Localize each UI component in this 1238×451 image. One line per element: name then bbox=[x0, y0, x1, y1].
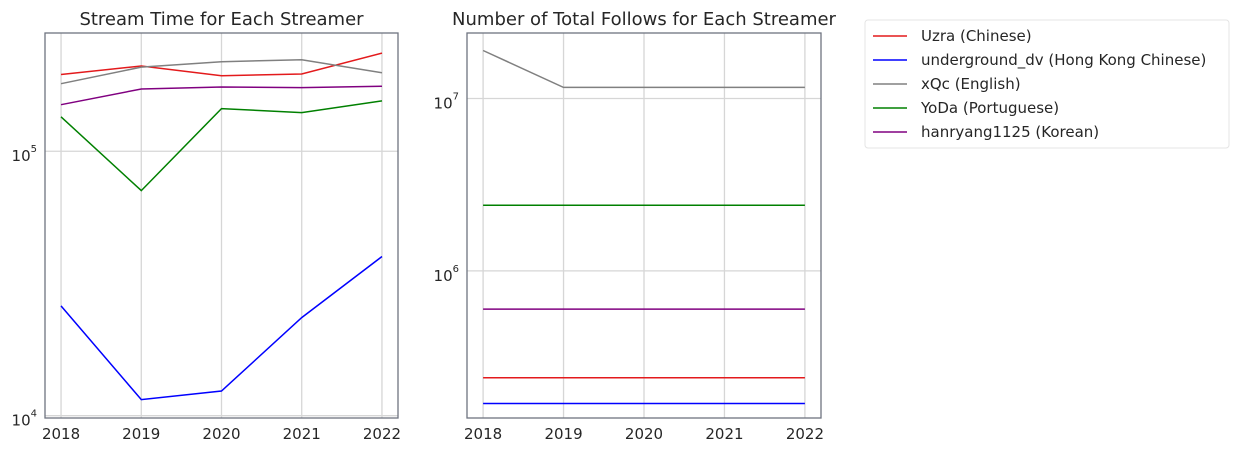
stream-time-line-underground-dv bbox=[60, 255, 383, 401]
follows-x-tick-label: 2018 bbox=[464, 425, 502, 443]
stream-time-x-tick-label: 2020 bbox=[202, 425, 240, 443]
stream-time-axes-frame bbox=[44, 32, 399, 419]
stream-time-y-tick-label: 105 bbox=[12, 144, 37, 165]
follows-x-tick-label: 2020 bbox=[625, 425, 663, 443]
stream-time-chart: Stream Time for Each Streamer 2018 2019 202… bbox=[12, 9, 402, 443]
stream-time-x-tick-label: 2019 bbox=[122, 425, 160, 443]
follows-y-tick-label: 106 bbox=[434, 264, 459, 285]
total-follows-chart: Number of Total Follows for Each Streame… bbox=[434, 9, 837, 443]
legend: Uzra (Chinese) underground_dv (Hong Kong … bbox=[864, 19, 1230, 149]
stream-time-x-tick-label: 2022 bbox=[363, 425, 401, 443]
legend-label-hanryang1125: hanryang1125 (Korean) bbox=[921, 123, 1099, 141]
legend-frame bbox=[864, 19, 1230, 149]
follows-y-tick-label: 107 bbox=[434, 92, 459, 113]
follows-x-tick-label: 2019 bbox=[544, 425, 582, 443]
stream-time-line-yoda bbox=[60, 100, 383, 192]
stream-time-x-tick-label: 2018 bbox=[42, 425, 80, 443]
stream-time-x-tick-label: 2021 bbox=[283, 425, 321, 443]
follows-x-tick-label: 2021 bbox=[705, 425, 743, 443]
legend-label-yoda: YoDa (Portuguese) bbox=[920, 99, 1059, 117]
stream-time-line-uzra bbox=[60, 52, 383, 77]
follows-x-tick-label: 2022 bbox=[786, 425, 824, 443]
stream-time-y-tick-label: 104 bbox=[12, 409, 37, 430]
stream-time-line-hanryang1125 bbox=[60, 85, 383, 106]
stream-time-line-xqc bbox=[60, 58, 383, 85]
follows-axes-frame bbox=[466, 32, 822, 419]
follows-line-xqc bbox=[482, 49, 805, 89]
legend-label-underground-dv: underground_dv (Hong Kong Chinese) bbox=[921, 51, 1206, 70]
follows-title: Number of Total Follows for Each Streame… bbox=[452, 9, 837, 30]
legend-label-uzra: Uzra (Chinese) bbox=[921, 27, 1032, 45]
legend-label-xqc: xQc (English) bbox=[921, 75, 1021, 93]
stream-time-title: Stream Time for Each Streamer bbox=[79, 9, 364, 30]
